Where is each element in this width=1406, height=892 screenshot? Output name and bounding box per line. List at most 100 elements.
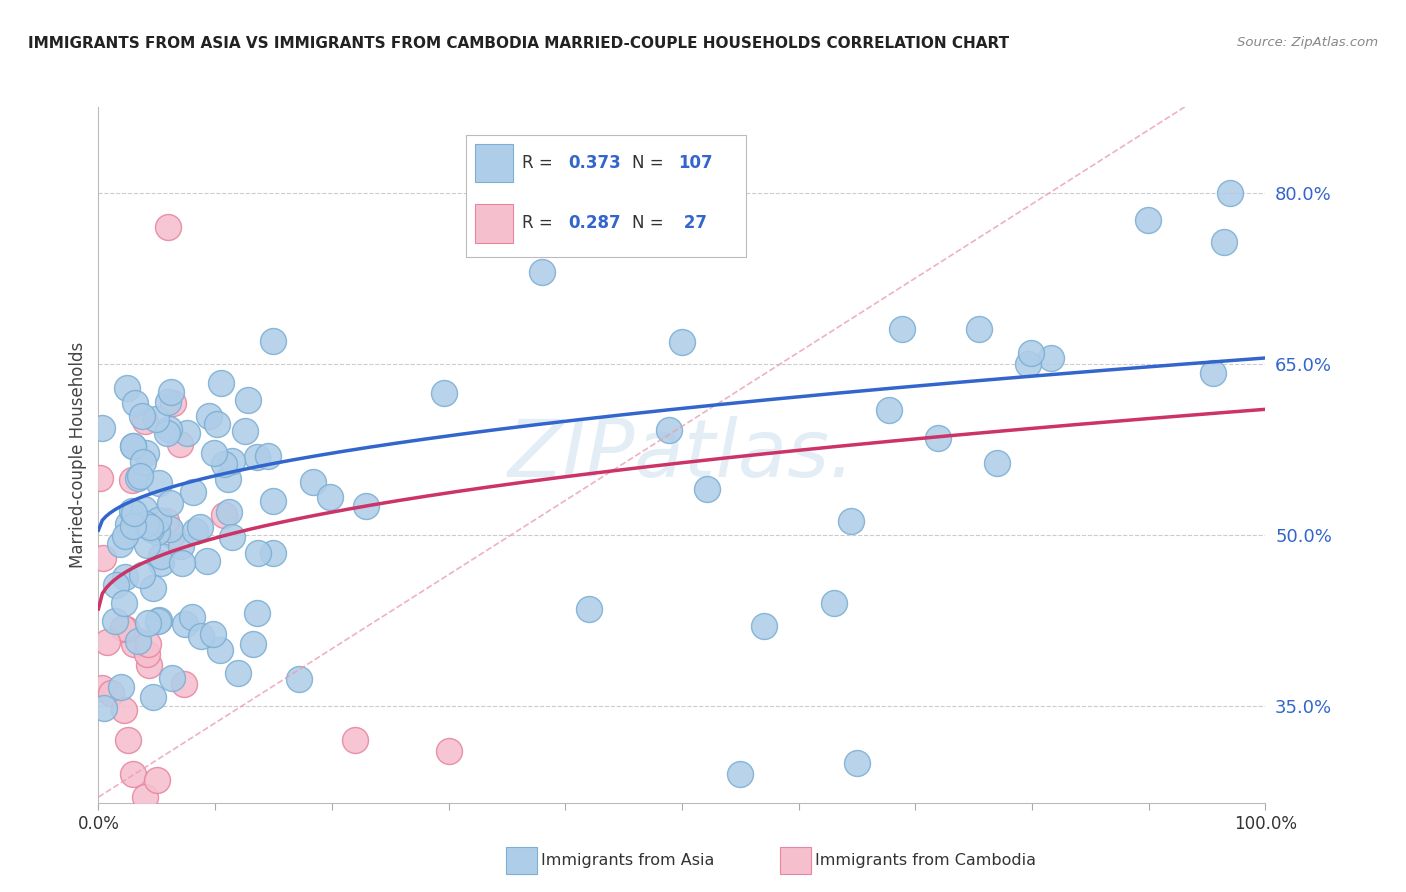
Point (1019, 346, 1042, 360)
Point (127, 471, 149, 485)
Text: Immigrants from Asia: Immigrants from Asia (541, 854, 714, 868)
Point (160, 384, 183, 399)
Point (173, 676, 195, 690)
Point (155, 514, 177, 528)
Point (112, 703, 135, 717)
Point (108, 537, 131, 551)
Point (142, 690, 165, 704)
Point (115, 623, 138, 637)
FancyBboxPatch shape (465, 135, 747, 257)
Point (89, 470, 111, 484)
Point (115, 381, 138, 395)
Point (135, 446, 157, 460)
Point (100, 686, 122, 700)
Point (967, 322, 990, 336)
Point (823, 596, 845, 610)
Point (131, 568, 153, 582)
Text: 0.287: 0.287 (568, 214, 621, 232)
Point (319, 491, 342, 505)
Point (136, 615, 159, 630)
Point (156, 394, 179, 409)
Point (927, 431, 949, 445)
Point (159, 496, 181, 510)
Point (90, 681, 112, 695)
Point (117, 517, 139, 532)
Point (839, 514, 862, 528)
Point (135, 537, 157, 551)
Point (150, 549, 173, 563)
Text: ZIPatlas.: ZIPatlas. (508, 416, 856, 494)
Point (122, 506, 145, 520)
Text: N =: N = (631, 214, 669, 232)
Point (354, 499, 377, 513)
Point (190, 519, 212, 533)
Point (160, 528, 183, 542)
Point (91, 421, 114, 435)
Point (104, 615, 127, 629)
Point (146, 772, 169, 787)
Point (671, 335, 693, 350)
Point (111, 621, 134, 635)
Point (578, 602, 600, 616)
Point (288, 672, 311, 686)
Point (169, 436, 191, 450)
Point (658, 424, 681, 438)
Point (174, 617, 197, 632)
FancyBboxPatch shape (475, 144, 513, 182)
Point (170, 556, 193, 570)
Point (247, 546, 270, 560)
Point (136, 637, 159, 651)
Point (93, 701, 115, 715)
Point (190, 629, 212, 643)
Point (437, 744, 460, 758)
Point (112, 596, 135, 610)
Text: R =: R = (522, 153, 558, 171)
Point (986, 456, 1008, 470)
Point (1219, 186, 1241, 200)
Point (433, 385, 456, 400)
Point (212, 457, 235, 471)
Point (202, 446, 225, 460)
Point (209, 376, 232, 390)
Point (124, 396, 146, 410)
Point (148, 475, 170, 490)
Point (262, 334, 284, 349)
Point (132, 501, 155, 516)
Point (181, 485, 204, 500)
Point (1040, 351, 1063, 365)
Point (846, 756, 869, 770)
Text: 0.373: 0.373 (568, 153, 621, 171)
Point (136, 648, 159, 662)
Point (302, 475, 325, 490)
Y-axis label: Married-couple Households: Married-couple Households (69, 342, 87, 568)
Text: 27: 27 (679, 214, 707, 232)
Point (246, 606, 269, 620)
Point (184, 524, 207, 539)
Text: N =: N = (631, 153, 669, 171)
Point (128, 469, 150, 483)
Point (134, 790, 156, 805)
Point (262, 545, 284, 559)
Point (530, 265, 553, 279)
Point (104, 577, 127, 591)
Point (155, 425, 177, 440)
Point (121, 439, 143, 453)
Point (877, 403, 900, 417)
Point (221, 530, 243, 544)
Point (157, 219, 180, 234)
Point (1213, 235, 1236, 250)
Point (127, 634, 149, 648)
Point (262, 494, 284, 508)
Point (197, 554, 219, 568)
Point (246, 450, 269, 464)
Point (122, 636, 145, 650)
Point (205, 417, 228, 431)
Point (134, 414, 156, 428)
Point (344, 733, 367, 747)
Point (142, 582, 165, 596)
FancyBboxPatch shape (475, 204, 513, 243)
Point (139, 520, 162, 534)
Point (162, 671, 184, 685)
Point (233, 425, 256, 439)
Point (1136, 212, 1159, 227)
